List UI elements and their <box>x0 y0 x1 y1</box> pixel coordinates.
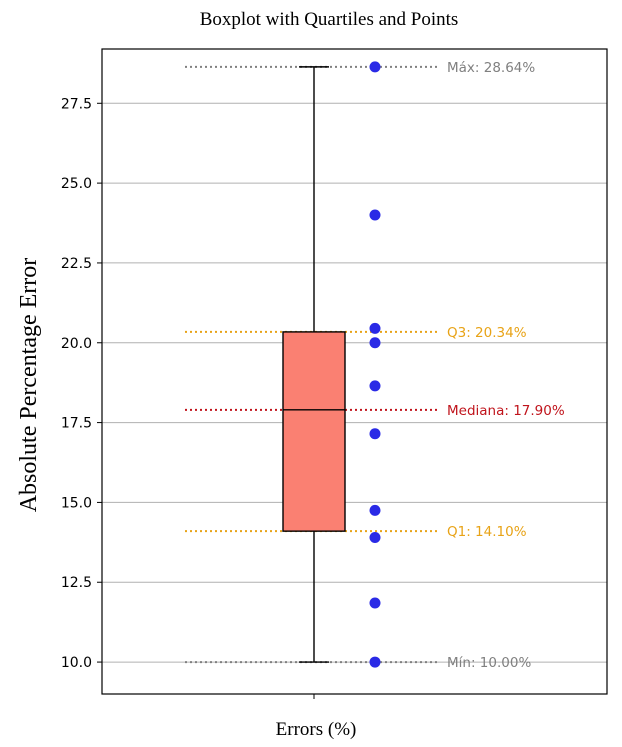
data-point <box>369 322 381 334</box>
annotation-label: Mediana: 17.90% <box>447 403 565 419</box>
y-tick-label: 27.5 <box>61 96 92 112</box>
grid-lines <box>102 102 607 663</box>
data-point <box>369 656 381 668</box>
data-point <box>369 504 381 516</box>
chart-title: Boxplot with Quartiles and Points <box>200 9 459 30</box>
annotation-lines: Máx: 28.64% Q3: 20.34% Mediana: 17.90% Q1: … <box>185 60 565 671</box>
annotation-label: Mín: 10.00% <box>447 655 531 671</box>
y-tick-label: 22.5 <box>61 256 92 272</box>
data-point <box>369 532 381 544</box>
y-tick-label: 15.0 <box>61 495 92 511</box>
data-point <box>369 597 381 609</box>
plot-frame <box>101 48 608 695</box>
data-point <box>369 61 381 73</box>
annotation-label: Máx: 28.64% <box>447 60 535 76</box>
annotation-label: Q3: 20.34% <box>447 325 527 341</box>
data-point <box>369 380 381 392</box>
y-axis-label: Absolute Percentage Error <box>16 258 42 513</box>
y-tick-label: 20.0 <box>61 336 92 352</box>
y-tick-label: 25.0 <box>61 176 92 192</box>
y-tick-label: 12.5 <box>61 575 92 591</box>
annotation-label: Q1: 14.10% <box>447 524 527 540</box>
data-point <box>369 337 381 349</box>
y-tick-label: 10.0 <box>61 655 92 671</box>
data-points <box>369 61 381 668</box>
x-axis-label: Errors (%) <box>276 719 357 740</box>
box-element <box>282 66 346 663</box>
data-point <box>369 209 381 221</box>
data-point <box>369 428 381 440</box>
y-axis-ticks: 10.0 12.5 15.0 17.5 20.0 22.5 25.0 27.5 <box>61 96 102 671</box>
y-tick-label: 17.5 <box>61 416 92 432</box>
iqr-box <box>282 331 346 532</box>
